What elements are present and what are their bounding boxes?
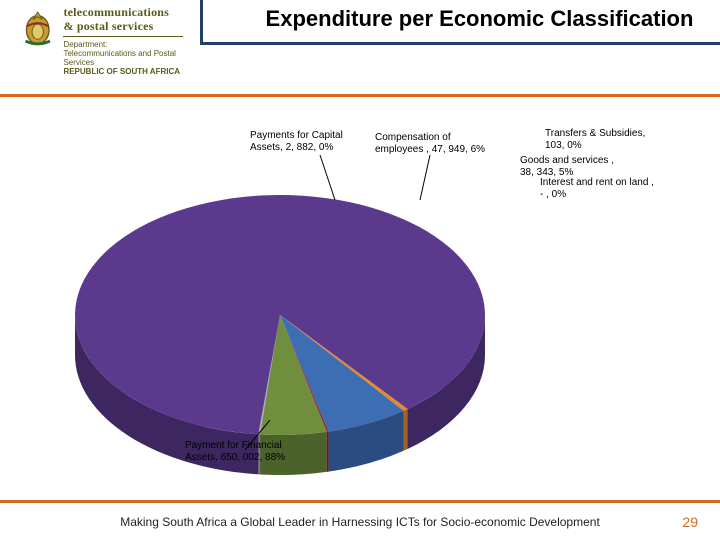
brand-rule	[63, 36, 183, 37]
brand-line2: & postal services	[63, 20, 200, 34]
pie-slice-label: Payment for FinancialAssets, 650, 002, 8…	[185, 440, 285, 463]
slide-root: telecommunications & postal services Dep…	[0, 0, 720, 540]
department-text: telecommunications & postal services Dep…	[63, 6, 200, 76]
top-orange-rule	[0, 94, 720, 97]
footer: Making South Africa a Global Leader in H…	[0, 500, 720, 540]
dept-label-1: Department:	[63, 40, 200, 49]
pie-slice-label: Interest and rent on land ,- , 0%	[540, 177, 654, 200]
pie-slice-label: Transfers & Subsidies,103, 0%	[545, 128, 645, 151]
brand-line1: telecommunications	[63, 6, 200, 20]
page-title: Expenditure per Economic Classification	[263, 6, 696, 32]
pie-slice-label: Compensation ofemployees , 47, 949, 6%	[375, 132, 485, 155]
dept-label-2: Telecommunications and Postal Services	[63, 49, 200, 67]
pie-slice-label: Payments for CapitalAssets, 2, 882, 0%	[250, 130, 343, 153]
dept-label-3: REPUBLIC OF SOUTH AFRICA	[63, 67, 200, 76]
title-block: Expenditure per Economic Classification	[200, 0, 720, 45]
pie-chart: Payments for CapitalAssets, 2, 882, 0% Co…	[0, 100, 720, 496]
footer-tagline: Making South Africa a Global Leader in H…	[0, 515, 720, 529]
logo-block: telecommunications & postal services Dep…	[0, 0, 200, 76]
page-number: 29	[682, 514, 698, 530]
pie-slice-label: Goods and services ,38, 343, 5%	[520, 155, 614, 178]
coat-of-arms-icon	[18, 6, 57, 48]
header: telecommunications & postal services Dep…	[0, 0, 720, 90]
